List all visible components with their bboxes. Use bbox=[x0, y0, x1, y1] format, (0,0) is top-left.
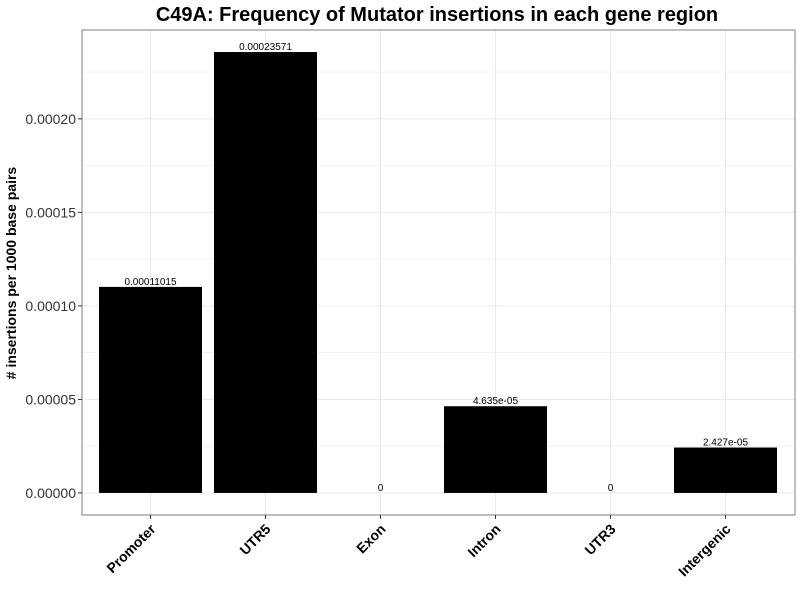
plot-border bbox=[81, 29, 796, 516]
bar-intron bbox=[444, 406, 547, 493]
bar-intergenic bbox=[674, 447, 777, 493]
value-label: 4.635e-05 bbox=[473, 396, 518, 407]
value-label: 0.00023571 bbox=[239, 42, 292, 53]
value-label: 0.00011015 bbox=[124, 277, 177, 288]
value-label: 0 bbox=[608, 483, 614, 494]
bar-utr5 bbox=[214, 52, 317, 493]
y-axis-label: # insertions per 1000 base pairs bbox=[3, 167, 19, 380]
x-tick-label: UTR3 bbox=[581, 521, 618, 558]
chart-title: C49A: Frequency of Mutator insertions in… bbox=[156, 4, 718, 26]
value-label: 2.427e-05 bbox=[703, 438, 748, 449]
x-tick-label: Promoter bbox=[103, 520, 159, 576]
y-tick-label: 0.00005 bbox=[25, 391, 76, 407]
x-tick-label: Intron bbox=[464, 521, 503, 560]
bar-promoter bbox=[99, 286, 202, 493]
value-label: 0 bbox=[378, 483, 384, 494]
x-tick-label: UTR5 bbox=[236, 521, 273, 558]
y-tick-label: 0.00000 bbox=[25, 485, 76, 501]
y-tick-label: 0.00020 bbox=[25, 111, 76, 127]
y-tick-label: 0.00010 bbox=[25, 298, 76, 314]
x-tick-label: Intergenic bbox=[675, 521, 734, 580]
y-tick-label: 0.00015 bbox=[25, 204, 76, 220]
x-tick-label: Exon bbox=[353, 521, 389, 557]
